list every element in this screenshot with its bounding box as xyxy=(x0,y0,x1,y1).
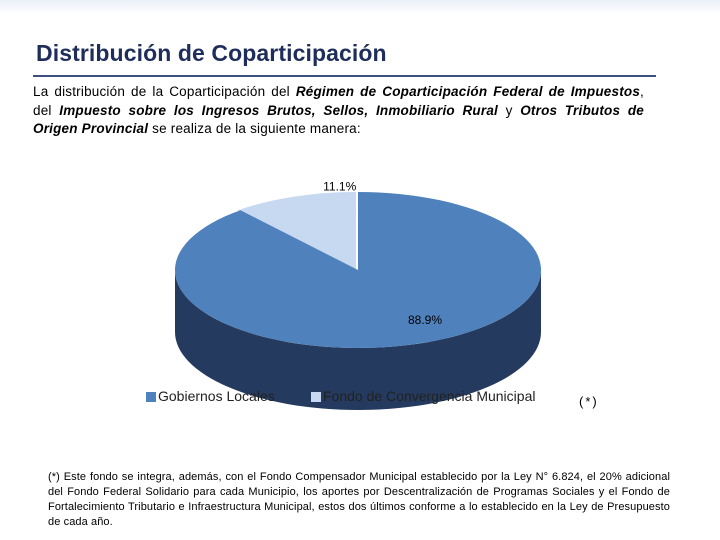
legend-item-gobiernos-locales: Gobiernos Locales xyxy=(146,388,275,404)
footnote-marker: (*) xyxy=(579,394,599,409)
intro-text-4: se realiza de la siguiente manera: xyxy=(148,121,361,136)
legend-label-fondo-convergencia: Fondo de Convergencia Municipal xyxy=(323,388,536,404)
footnote: (*) Este fondo se integra, además, con e… xyxy=(48,471,670,528)
intro-paragraph: La distribución de la Coparticipación de… xyxy=(33,83,644,139)
intro-text-1: La distribución de la Coparticipación de… xyxy=(33,84,296,99)
intro-bold-regimen: Régimen de Coparticipación Federal de Im… xyxy=(295,84,641,99)
legend-label-gobiernos-locales: Gobiernos Locales xyxy=(158,388,275,404)
legend-swatch-fondo-convergencia xyxy=(311,392,321,402)
data-label-fondo-convergencia: 11.1% xyxy=(323,179,356,193)
title-divider xyxy=(33,75,656,77)
legend-swatch-gobiernos-locales xyxy=(146,392,156,402)
intro-bold-tributos: Otros Tributos de Origen Provincial xyxy=(33,102,644,137)
pie-slice-side-gobiernos-locales xyxy=(175,270,541,410)
legend-item-fondo-convergencia: Fondo de Convergencia Municipal xyxy=(311,388,535,404)
top-strip xyxy=(0,0,720,14)
data-label-gobiernos-locales: 88.9% xyxy=(408,313,442,327)
intro-text-3: y xyxy=(498,102,521,118)
pie-slice-gobiernos-locales xyxy=(174,192,541,348)
pie-slice-fondo-convergencia xyxy=(238,192,356,270)
intro-bold-impuestos: Impuesto sobre los Ingresos Brutos, Sell… xyxy=(59,102,498,118)
page-title: Distribución de Coparticipación xyxy=(36,40,387,66)
intro-text-2: , del xyxy=(33,84,644,118)
